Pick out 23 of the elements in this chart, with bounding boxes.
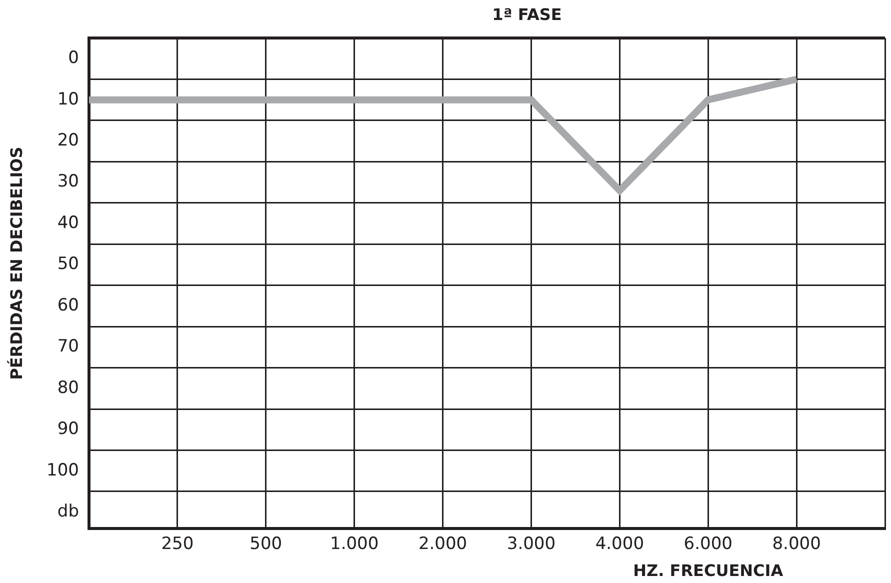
y-tick-label: 0 xyxy=(68,48,79,68)
x-tick-label: 6.000 xyxy=(684,534,732,554)
y-tick-label: 60 xyxy=(57,295,79,316)
x-axis-title: HZ. FRECUENCIA xyxy=(633,561,784,580)
y-tick-label: 100 xyxy=(46,460,79,480)
y-axis-title: PÉRDIDAS EN DECIBELIOS xyxy=(7,146,26,380)
x-tick-label: 3.000 xyxy=(506,534,556,554)
y-tick-label: 70 xyxy=(57,336,79,357)
y-tick-label: 10 xyxy=(57,89,79,110)
y-tick-label: db xyxy=(57,502,79,522)
y-tick-label: 30 xyxy=(57,172,79,192)
y-tick-label: 90 xyxy=(57,419,79,440)
y-tick-label: 80 xyxy=(57,378,79,398)
x-tick-label: 8.000 xyxy=(772,534,821,554)
y-tick-label: 20 xyxy=(57,130,79,150)
x-tick-label: 250 xyxy=(161,534,194,554)
y-tick-label: 50 xyxy=(57,254,79,274)
x-tick-label: 500 xyxy=(250,534,282,554)
chart-title: 1ª FASE xyxy=(492,5,562,24)
x-tick-label: 1.000 xyxy=(330,534,379,554)
x-tick-label: 4.000 xyxy=(595,534,644,554)
x-tick-label: 2.000 xyxy=(418,534,468,554)
y-tick-label: 40 xyxy=(57,212,79,233)
